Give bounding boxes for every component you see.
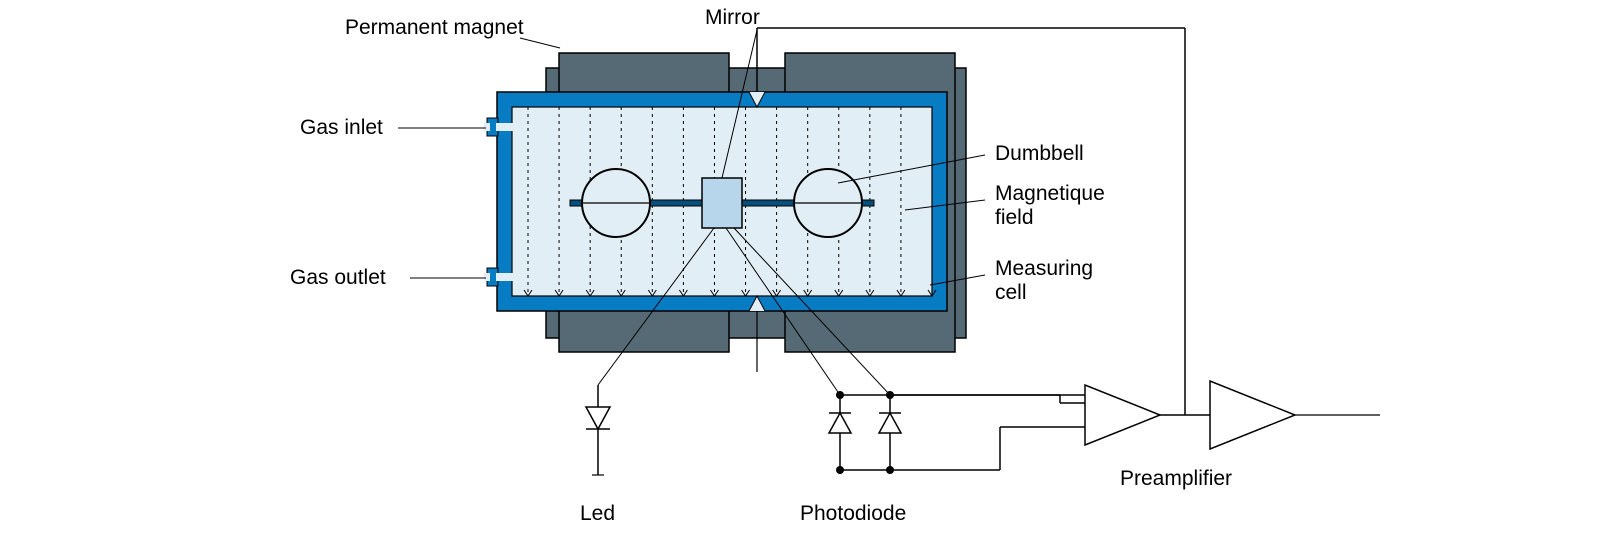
amp-1: [1085, 385, 1160, 445]
label-magnetic-field: Magnetiquefield: [995, 182, 1105, 229]
mirror-rect: [702, 178, 742, 228]
label-dumbbell: Dumbbell: [995, 142, 1084, 165]
schematic-diagram: Permanent magnet Mirror Gas inlet Gas outle…: [0, 0, 1600, 539]
label-permanent-magnet: Permanent magnet: [345, 16, 524, 39]
label-gas-inlet: Gas inlet: [300, 116, 383, 139]
label-preamplifier: Preamplifier: [1120, 467, 1232, 490]
label-led: Led: [580, 502, 615, 525]
label-mirror: Mirror: [705, 6, 760, 29]
label-measuring-cell: Measuringcell: [995, 257, 1093, 304]
label-photodiode: Photodiode: [800, 502, 906, 525]
amp-2: [1210, 381, 1295, 449]
label-gas-outlet: Gas outlet: [290, 266, 386, 289]
